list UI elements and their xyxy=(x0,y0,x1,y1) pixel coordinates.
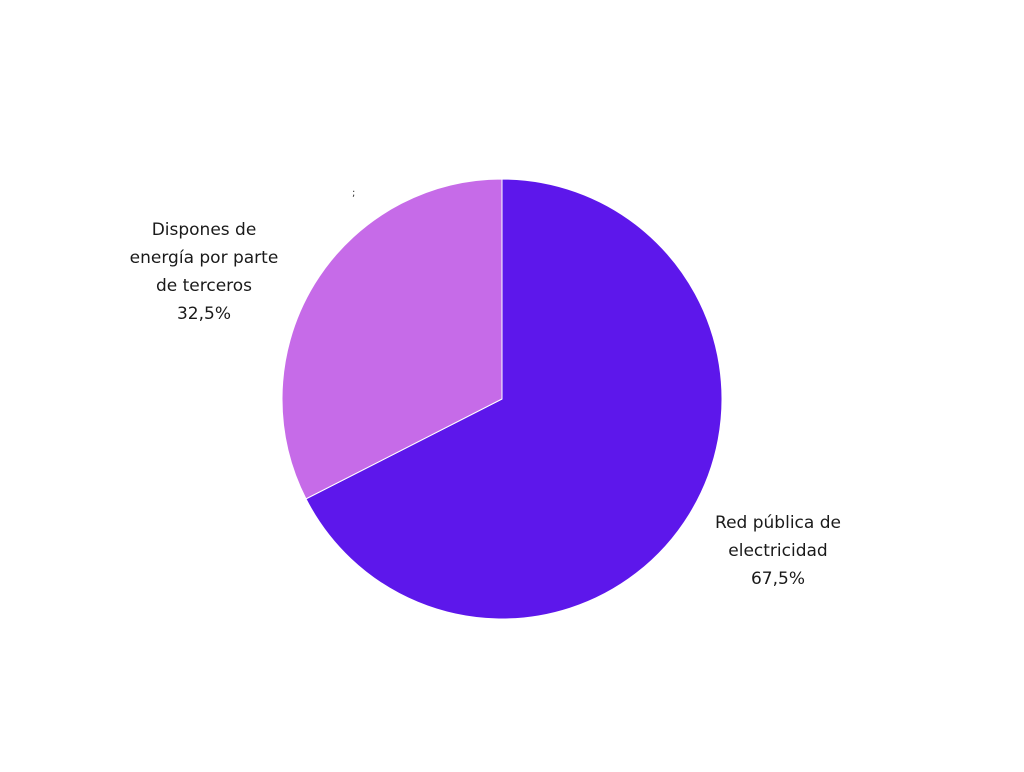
pie-labels: Red pública de electricidad 67,5% Dispones … xyxy=(130,220,841,589)
pie-slice-value-label: 32,5% xyxy=(177,304,231,324)
pie-slice-category-label: Dispones de xyxy=(152,220,257,240)
pie-slice-category-label: energía por parte xyxy=(130,248,279,268)
pie-slice-category-label: de terceros xyxy=(156,276,252,296)
pie-slice-category-label: Red pública de xyxy=(715,513,841,533)
pie-slice-0 xyxy=(305,178,723,620)
pie-slice-value-label: 67,5% xyxy=(751,569,805,589)
pie-slice-1 xyxy=(281,178,503,500)
pie-slice-label-0: Red pública de electricidad 67,5% xyxy=(715,513,841,589)
pie-slice-label-1: Dispones de energía por parte de terceros 3… xyxy=(130,220,279,324)
pie-slices xyxy=(281,178,723,620)
pie-slice-category-label: electricidad xyxy=(728,541,827,561)
stray-mark: ; xyxy=(352,188,355,199)
